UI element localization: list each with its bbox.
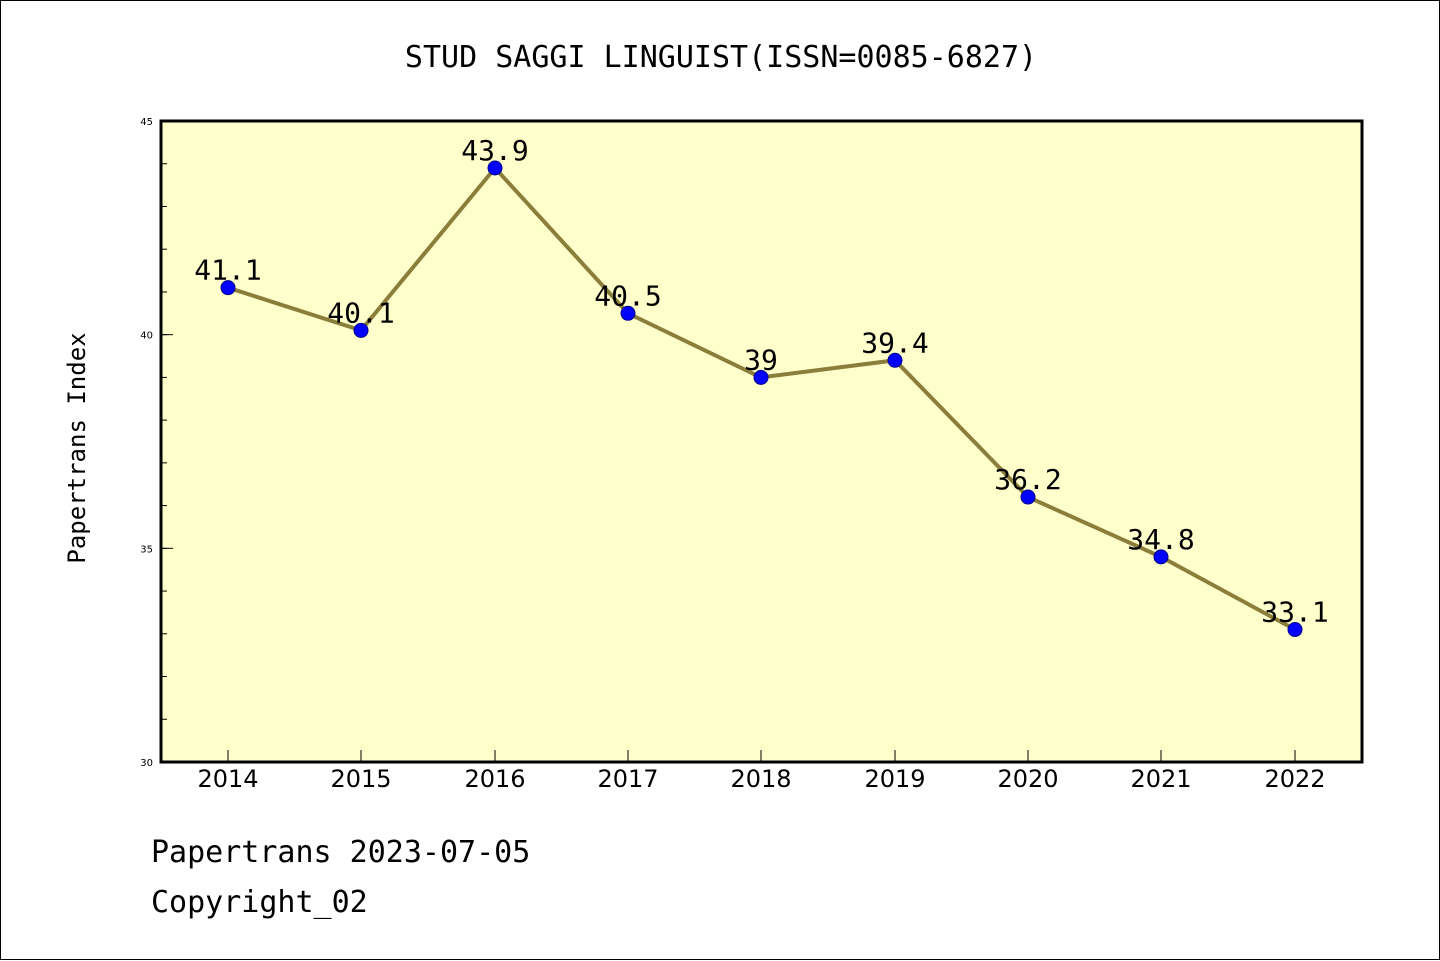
y-axis-label: Papertrans Index	[63, 332, 91, 563]
data-point	[353, 322, 369, 338]
series-layer: 41.1 40.1 43.9 40.5 39 39.4 36.2 34.8 33.1	[194, 134, 1329, 638]
y-tick-label: 35	[140, 544, 153, 555]
footer-copyright: Copyright_02	[151, 885, 368, 920]
footer-date: Papertrans 2023-07-05	[151, 835, 531, 870]
data-label: 41.1	[194, 254, 261, 287]
x-axis-ticks: 2014 2015 2016 2017 2018 2019 2020 2021 2022	[197, 750, 1326, 793]
chart-title: STUD SAGGI LINGUIST(ISSN=0085-6827)	[405, 40, 1037, 75]
plot-area	[159, 119, 1364, 764]
y-tick-label: 30	[140, 758, 153, 769]
data-label: 36.2	[994, 463, 1061, 496]
data-label: 40.5	[594, 279, 661, 312]
y-tick-label: 45	[140, 117, 153, 128]
x-tick-label: 2021	[1130, 765, 1191, 793]
x-tick-label: 2014	[197, 765, 258, 793]
data-point	[1287, 622, 1303, 638]
x-tick-label: 2022	[1264, 765, 1325, 793]
data-point	[620, 305, 636, 321]
x-tick-label: 2018	[730, 765, 791, 793]
y-tick-label: 40	[140, 331, 153, 342]
data-label: 39	[744, 343, 778, 376]
data-point	[220, 280, 236, 296]
data-point	[887, 352, 903, 368]
data-point	[753, 369, 769, 385]
data-point	[487, 160, 503, 176]
x-tick-label: 2017	[597, 765, 658, 793]
x-tick-label: 2020	[997, 765, 1058, 793]
y-axis-ticks: 30 35 40 45	[140, 117, 173, 769]
x-tick-label: 2019	[864, 765, 925, 793]
x-tick-label: 2015	[330, 765, 391, 793]
data-label: 43.9	[461, 134, 528, 167]
data-point	[1020, 489, 1036, 505]
data-label: 39.4	[861, 326, 928, 359]
x-tick-label: 2016	[464, 765, 525, 793]
data-point	[1153, 549, 1169, 565]
data-label: 33.1	[1261, 596, 1328, 629]
data-label: 40.1	[327, 296, 394, 329]
data-label: 34.8	[1127, 523, 1194, 556]
